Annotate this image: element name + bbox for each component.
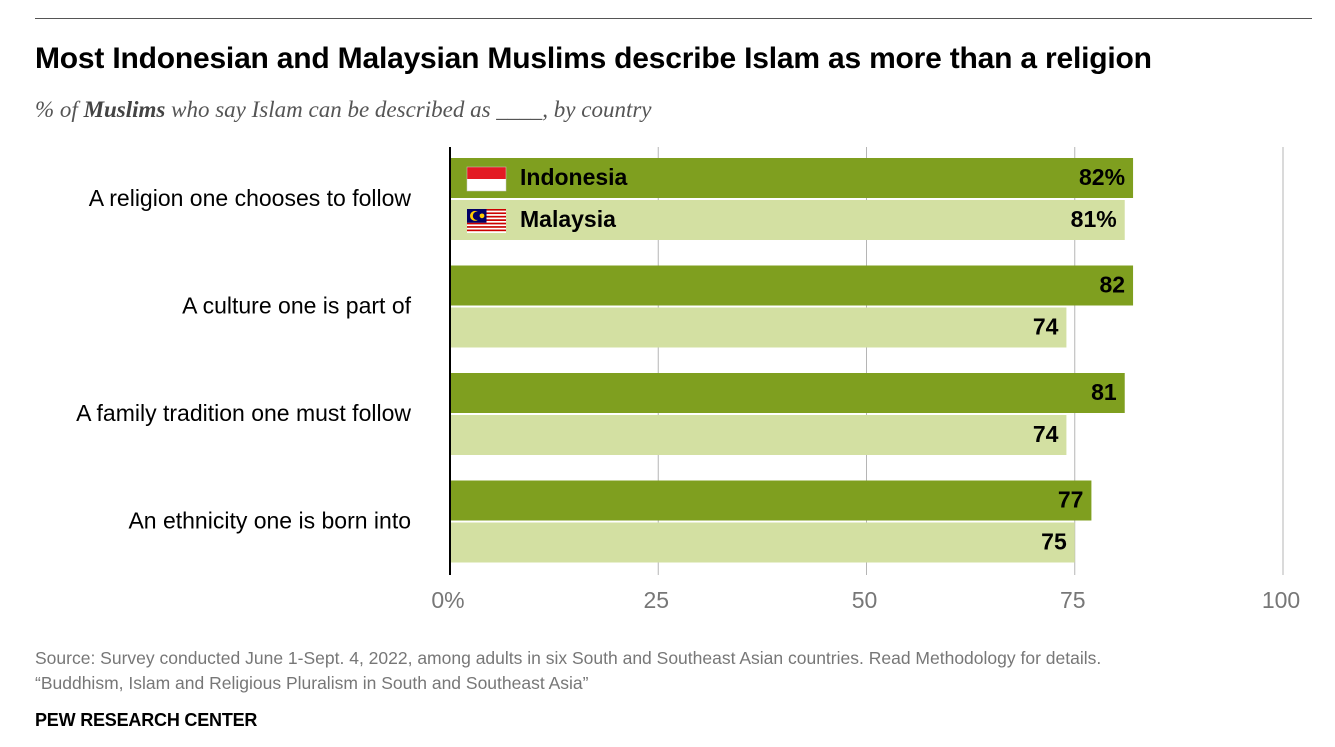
data-label: 77	[1058, 487, 1084, 513]
malaysia-flag-icon	[479, 213, 485, 219]
indonesia-flag-icon	[467, 167, 506, 179]
legend-label: Indonesia	[520, 164, 628, 190]
x-tick-label: 50	[852, 587, 878, 613]
organization-name: PEW RESEARCH CENTER	[35, 710, 258, 730]
subtitle-bold: Muslims	[83, 97, 166, 122]
category-label: An ethnicity one is born into	[128, 508, 411, 534]
category-label: A religion one chooses to follow	[89, 185, 412, 211]
bar	[450, 307, 1067, 348]
malaysia-flag-icon	[467, 227, 506, 230]
report-title: “Buddhism, Islam and Religious Pluralism…	[35, 673, 589, 693]
data-label: 74	[1033, 421, 1059, 447]
x-tick-label: 75	[1060, 587, 1086, 613]
malaysia-flag-icon	[467, 231, 506, 233]
data-label: 82	[1099, 272, 1125, 298]
indonesia-flag-icon	[467, 179, 506, 191]
x-tick-label: 0%	[431, 587, 464, 613]
data-label: 75	[1041, 529, 1067, 555]
top-rule	[35, 18, 1312, 19]
chart-subtitle: % of Muslims who say Islam can be descri…	[35, 97, 652, 123]
legend-label: Malaysia	[520, 206, 616, 232]
source-note: Source: Survey conducted June 1-Sept. 4,…	[35, 648, 1102, 668]
malaysia-flag-icon	[467, 229, 506, 232]
bar-chart: A religion one chooses to follow 82% 81% A …	[76, 147, 1300, 613]
malaysia-flag-icon	[472, 211, 482, 221]
indonesia-flag-icon	[466, 166, 507, 192]
category-label: A family tradition one must follow	[76, 400, 411, 426]
bar	[450, 200, 1125, 240]
bar	[450, 373, 1125, 413]
malaysia-flag-icon	[467, 222, 506, 225]
data-label: 74	[1033, 314, 1059, 340]
bar	[450, 480, 1092, 521]
malaysia-flag-icon	[467, 226, 506, 228]
subtitle-suffix: who say Islam can be described as ____, …	[165, 97, 652, 122]
data-label: 81%	[1071, 206, 1117, 232]
bar	[450, 415, 1067, 455]
bar	[450, 265, 1134, 306]
bar	[450, 158, 1134, 198]
malaysia-flag-icon	[467, 224, 506, 227]
x-tick-label: 100	[1262, 587, 1300, 613]
data-label: 81	[1091, 379, 1117, 405]
bar	[450, 522, 1075, 563]
x-tick-label: 25	[643, 587, 669, 613]
data-label: 82%	[1079, 164, 1125, 190]
chart-title: Most Indonesian and Malaysian Muslims de…	[35, 42, 1152, 75]
chart-footer: Source: Survey conducted June 1-Sept. 4,…	[35, 646, 1101, 696]
category-label: A culture one is part of	[182, 293, 411, 319]
subtitle-prefix: % of	[35, 97, 84, 122]
